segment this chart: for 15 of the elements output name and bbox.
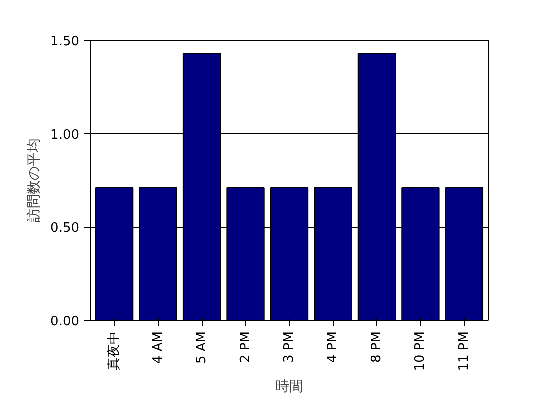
x-tick-label: 4 AM <box>150 331 166 364</box>
x-tick-label: 2 PM <box>238 331 254 363</box>
y-tick-label: 1.00 <box>50 128 80 143</box>
x-tick-label: 4 PM <box>326 331 341 363</box>
x-tick-label: 11 PM <box>456 331 472 372</box>
x-tick-label: 10 PM <box>413 331 428 372</box>
y-tick-label: 0.50 <box>50 221 80 236</box>
x-tick-label: 5 AM <box>194 331 210 364</box>
y-tick-label: 1.50 <box>50 34 80 50</box>
y-tick-label: 0.00 <box>50 314 80 330</box>
y-axis-title: 訪問数の平均 <box>26 138 43 222</box>
x-axis-title: 時間 <box>276 379 304 396</box>
x-tick-label: 8 PM <box>369 331 384 363</box>
x-tick-label: 3 PM <box>282 331 297 363</box>
x-tick-label: 真夜中 <box>106 332 122 370</box>
